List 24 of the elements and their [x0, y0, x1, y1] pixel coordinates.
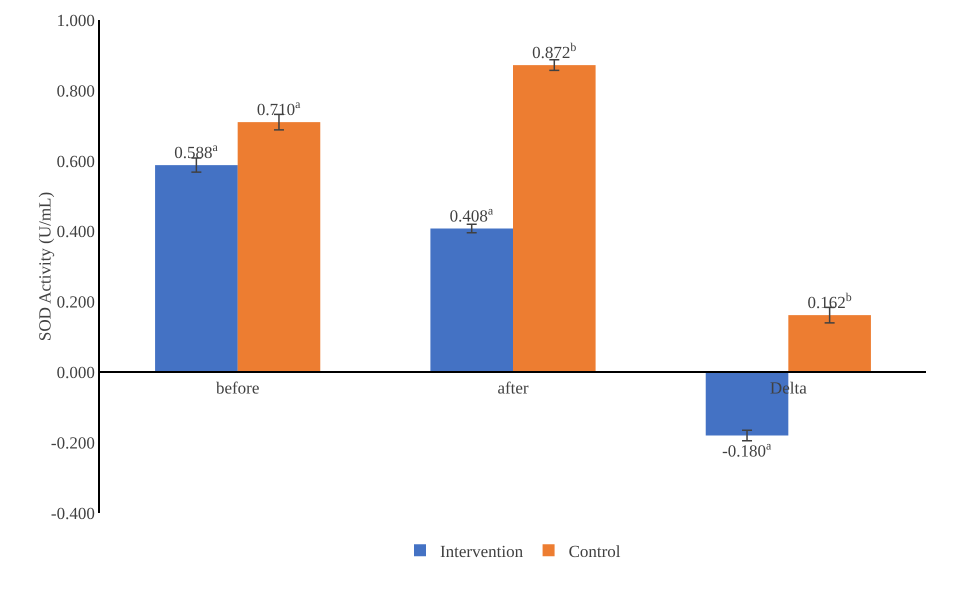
bar [155, 165, 238, 372]
y-tick-label: -0.200 [50, 434, 95, 453]
y-tick-label: -0.400 [50, 504, 95, 523]
x-tick-label: after [497, 378, 529, 398]
bar [430, 228, 513, 372]
legend-label: Intervention [440, 542, 524, 561]
legend-label: Control [568, 542, 621, 561]
bar [788, 315, 871, 372]
data-label: 0.872$^{b}$ [532, 40, 576, 62]
data-label: 0.408$^{a}$ [450, 203, 494, 226]
y-tick-label: 0.200 [56, 292, 95, 312]
y-tick-label: 0.000 [56, 363, 95, 382]
y-tick-label: 1.000 [56, 10, 95, 30]
data-label: 0.710$^{a}$ [256, 96, 302, 120]
data-label: -0.180$^{a}$ [722, 438, 772, 461]
y-tick-label: 0.400 [56, 222, 95, 242]
bar [513, 65, 596, 372]
bar [238, 122, 320, 372]
data-label: 0.162$^{b}$ [808, 290, 852, 312]
data-label: 0.588$^{a}$ [174, 140, 218, 162]
y-axis-title: SOD Activity (U/mL) [36, 192, 55, 342]
y-tick-label: 0.800 [56, 81, 95, 100]
x-tick-label: before [216, 378, 260, 398]
y-tick-label: 0.600 [56, 152, 95, 171]
